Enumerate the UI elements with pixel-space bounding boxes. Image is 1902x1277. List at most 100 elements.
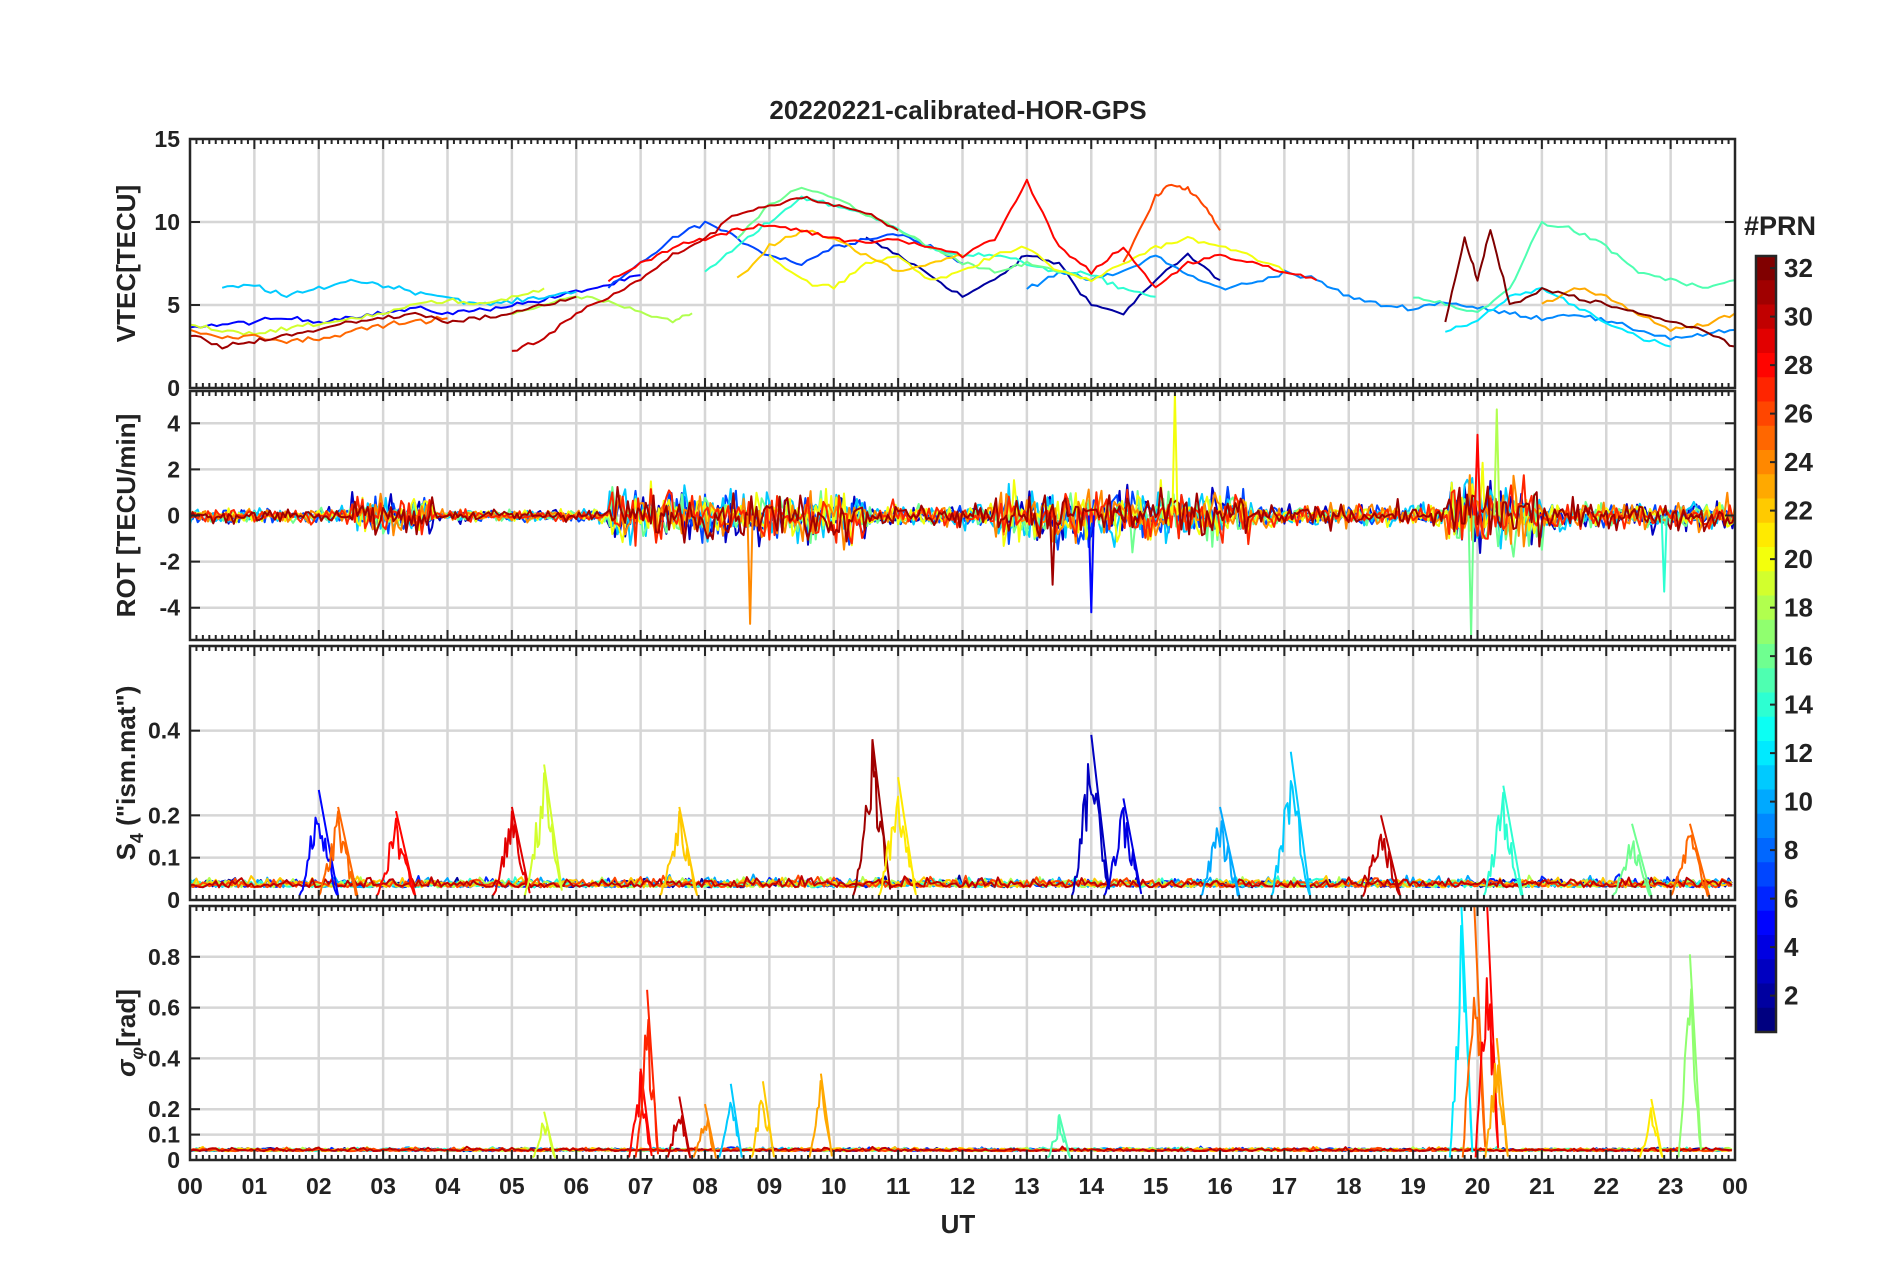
- colorbar-swatch: [1756, 1007, 1776, 1033]
- traces: [190, 734, 1733, 897]
- colorbar-tick-label: 28: [1784, 350, 1813, 380]
- y-tick-label: 0.1: [148, 845, 180, 871]
- x-ticks: [189, 139, 1736, 388]
- vtec-series-prn-15: [1413, 220, 1735, 313]
- s4-peak-prn-30: [1361, 815, 1402, 897]
- x-ticks: [189, 906, 1736, 1160]
- vtec-series-prn-16: [736, 186, 1092, 282]
- colorbar-swatch: [1756, 450, 1776, 475]
- vtec-series-prn-25: [190, 315, 448, 345]
- rot-peak-prn-31: [1049, 515, 1057, 586]
- colorbar-swatch: [1756, 280, 1776, 306]
- x-tick-label: 15: [1143, 1173, 1169, 1199]
- colorbar-swatch: [1756, 571, 1776, 597]
- s4-peak-prn-10: [1199, 806, 1241, 897]
- x-tick-label: 13: [1014, 1173, 1040, 1199]
- colorbar-tick-label: 2: [1784, 981, 1798, 1011]
- colorbar-swatch: [1756, 353, 1776, 378]
- x-tick-label: 07: [628, 1173, 654, 1199]
- vtec-series-prn-11: [221, 278, 577, 307]
- colorbar-tick-label: 10: [1784, 787, 1813, 817]
- rot-peak-prn-20: [1171, 392, 1179, 516]
- x-tick-label: 18: [1336, 1173, 1362, 1199]
- s4-peak-prn-3: [1070, 734, 1110, 897]
- colorbar-swatch: [1756, 910, 1776, 936]
- vtec-series-prn-12: [1445, 286, 1671, 348]
- panel-sigma-phi: 00.10.2 0.4 0.6 0.8σφ[rad] 00 01 02 03 04 05 06 07 0…: [111, 904, 1748, 1199]
- colorbar-swatch: [1756, 644, 1776, 669]
- y-axis-label: VTEC[TECU]: [111, 185, 141, 342]
- colorbar-swatch: [1756, 741, 1776, 766]
- y-tick-label: 10: [154, 209, 180, 235]
- sigma-peak-prn-15: [1046, 1114, 1071, 1159]
- x-tick-label: 05: [499, 1173, 525, 1199]
- colorbar-swatch: [1756, 692, 1776, 718]
- y-ticks: [190, 729, 1735, 901]
- colorbar-swatch: [1756, 547, 1776, 572]
- x-tick-label: 03: [370, 1173, 396, 1199]
- colorbar-tick-label: 16: [1784, 641, 1813, 671]
- traces: [190, 906, 1733, 1159]
- x-tick-label: 14: [1078, 1173, 1104, 1199]
- colorbar-tick-label: 18: [1784, 593, 1813, 623]
- colorbar-tick-label: 6: [1784, 884, 1798, 914]
- s4-peak-prn-16: [1611, 823, 1653, 897]
- s4-peak-prn-11: [1270, 751, 1312, 897]
- panel-rot: -4 -2 0 2 4 ROT [TECU/min]: [111, 389, 1737, 642]
- s4-peak-prn-25: [317, 806, 359, 897]
- y-ticks: [190, 955, 1735, 1161]
- x-tick-label: 23: [1658, 1173, 1684, 1199]
- colorbar-swatch: [1756, 401, 1776, 427]
- vtec-series-prn-30: [511, 195, 899, 352]
- panel-vtec: 0 5 10 15 VTEC[TECU]: [111, 126, 1737, 401]
- colorbar-tick-label: 22: [1784, 496, 1813, 526]
- sigma-peak-prn-28: [628, 1068, 653, 1158]
- vtec-series-prn-20: [768, 235, 1286, 290]
- colorbar-swatch: [1756, 959, 1776, 985]
- s4-peak-prn-22: [659, 806, 698, 897]
- vtec-series-prn-9: [1026, 254, 1735, 341]
- sigma-peak-prn-19: [531, 1111, 556, 1159]
- x-tick-label: 19: [1400, 1173, 1426, 1199]
- y-axis-label: ROT [TECU/min]: [111, 414, 141, 618]
- colorbar-tick-label: 20: [1784, 544, 1813, 574]
- colorbar-tick-label: 30: [1784, 302, 1813, 332]
- colorbar-swatch: [1756, 935, 1776, 960]
- grid: [190, 646, 1735, 900]
- colorbar-swatch: [1756, 838, 1776, 863]
- y-tick-label: 0.4: [148, 718, 180, 744]
- colorbar-swatch: [1756, 256, 1776, 281]
- y-tick-label: 0: [167, 887, 180, 913]
- colorbar-swatch: [1756, 498, 1776, 524]
- x-tick-label: 02: [306, 1173, 332, 1199]
- colorbar-swatch: [1756, 886, 1776, 912]
- s4-peak-prn-21: [877, 777, 917, 897]
- y-tick-label: 5: [167, 292, 180, 318]
- y-tick-label: 0.1: [148, 1122, 180, 1148]
- y-tick-label: 0: [167, 503, 180, 529]
- colorbar-swatch: [1756, 862, 1776, 888]
- x-tick-label: 22: [1593, 1173, 1619, 1199]
- rot-peak-prn-5: [1087, 515, 1095, 614]
- x-tick-label: 10: [821, 1173, 847, 1199]
- y-tick-label: 0.2: [148, 1096, 180, 1122]
- x-tick-label: 17: [1272, 1173, 1298, 1199]
- vtec-series-prn-28: [607, 178, 1318, 289]
- x-tick-label: 09: [757, 1173, 783, 1199]
- x-tick-label: 01: [242, 1173, 268, 1199]
- colorbar-swatch: [1756, 668, 1776, 694]
- vtec-series-prn-23: [1541, 287, 1735, 332]
- s4-peak-prn-4: [1103, 798, 1143, 897]
- y-tick-label: 2: [167, 456, 180, 482]
- colorbar-tick-label: 8: [1784, 835, 1798, 865]
- traces: [190, 178, 1735, 352]
- panel-s4: 0 0.1 0.2 0.4S4 ("ism.mat"): [111, 644, 1737, 913]
- vtec-series-prn-31: [190, 295, 577, 350]
- figure-title: 20220221-calibrated-HOR-GPS: [769, 95, 1146, 125]
- y-tick-label: 0.6: [148, 995, 180, 1021]
- sigma-peak-prn-11: [718, 1083, 743, 1158]
- y-tick-label: 15: [154, 126, 180, 152]
- colorbar-swatch: [1756, 595, 1776, 621]
- x-axis-label: UT: [941, 1209, 976, 1239]
